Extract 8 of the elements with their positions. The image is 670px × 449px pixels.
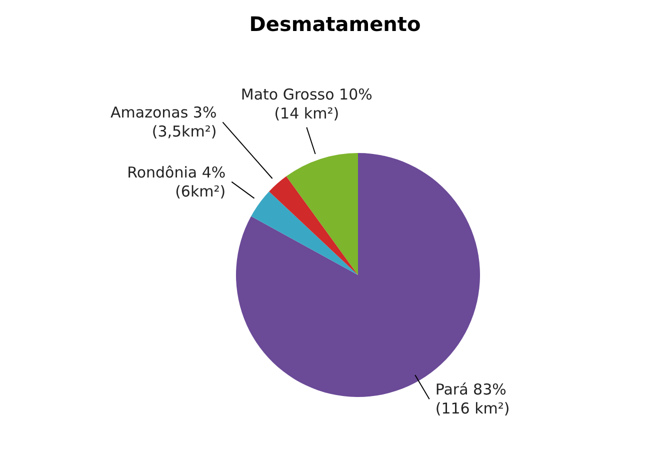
- slice-label: Amazonas 3% (3,5km²): [110, 104, 217, 141]
- slice-label: Rondônia 4% (6km²): [127, 163, 226, 200]
- pie-slice: [286, 153, 358, 275]
- pie-slice: [251, 191, 358, 275]
- chart-title: Desmatamento: [248, 12, 422, 36]
- slice-label: Mato Grosso 10% (14 km²): [240, 85, 372, 122]
- slice-label: Pará 83% (116 km²): [435, 380, 510, 418]
- pie-slice: [269, 176, 358, 275]
